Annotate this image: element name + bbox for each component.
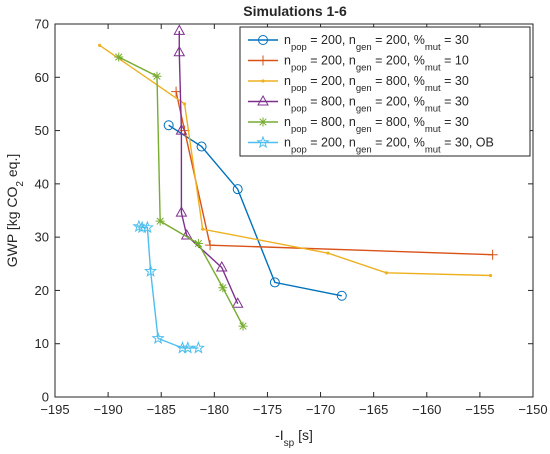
- series-3-point: [326, 251, 330, 255]
- y-tick-label: 50: [35, 123, 49, 138]
- x-tick-label: −185: [147, 402, 176, 417]
- series-3-line: [99, 44, 491, 277]
- series-6-point: [181, 341, 195, 354]
- chart-title: Simulations 1-6: [243, 3, 347, 19]
- legend-label: npop = 800, ngen = 200, %mut = 30: [284, 95, 469, 115]
- legend-item-4: npop = 800, ngen = 200, %mut = 30: [248, 94, 469, 115]
- series-3-point: [384, 271, 389, 275]
- legend-label: npop = 200, ngen = 800, %mut = 30: [284, 74, 469, 94]
- y-tick-label: 60: [35, 70, 49, 85]
- legend-swatch-marker: [258, 55, 268, 66]
- series-3-point: [488, 273, 493, 278]
- x-tick-label: −180: [200, 402, 229, 417]
- series-4-point: [173, 24, 186, 35]
- legend-swatch-marker: [257, 94, 269, 106]
- legend-item-6: npop = 200, ngen = 200, %mut = 30, OB: [248, 135, 494, 156]
- series-4-point: [175, 206, 188, 217]
- series-2-point: [205, 240, 216, 251]
- legend-swatch-marker: [258, 117, 268, 127]
- y-tick-label: 10: [35, 336, 49, 351]
- y-tick-label: 70: [35, 17, 49, 32]
- legend-label: npop = 200, ngen = 200, %mut = 10: [284, 54, 469, 74]
- x-tick-label: −155: [465, 402, 494, 417]
- series-6-point: [151, 331, 165, 345]
- series-3-point: [98, 43, 102, 47]
- x-tick-label: −175: [253, 402, 282, 417]
- legend-item-1: npop = 200, ngen = 200, %mut = 30: [248, 33, 469, 53]
- legend-item-2: npop = 200, ngen = 200, %mut = 10: [248, 54, 469, 74]
- series-1-point: [269, 277, 280, 288]
- x-tick-label: −190: [93, 402, 122, 417]
- x-tick-label: −165: [359, 402, 388, 417]
- series-6-line: [138, 225, 199, 349]
- legend-swatch-marker: [261, 79, 265, 83]
- series-6-point: [144, 264, 158, 277]
- series-5-point: [152, 71, 162, 81]
- series-6-point: [191, 341, 205, 354]
- series-5-point: [218, 283, 228, 293]
- series-5-point: [155, 216, 165, 226]
- x-tick-label: −160: [412, 402, 441, 417]
- legend-box: [239, 26, 531, 157]
- series-3-point: [201, 227, 205, 231]
- series-5-point: [114, 52, 124, 62]
- legend-label: npop = 200, ngen = 200, %mut = 30, OB: [284, 136, 494, 156]
- y-tick-label: 40: [35, 176, 49, 191]
- series-1: [163, 120, 347, 301]
- x-tick-label: −170: [306, 402, 335, 417]
- series-5: [114, 52, 248, 331]
- series-3: [98, 43, 493, 278]
- series-5-line: [118, 56, 244, 327]
- series-1-point: [163, 120, 174, 131]
- series-4-point: [231, 297, 244, 308]
- y-tick-label: 30: [35, 230, 49, 245]
- y-tick-label: 0: [42, 390, 49, 405]
- x-tick-label: −195: [40, 402, 69, 417]
- series-4-line: [178, 30, 239, 305]
- x-axis-title: -Isp [s]: [275, 427, 313, 449]
- series-4: [173, 24, 244, 308]
- series-5-point: [238, 321, 248, 331]
- legend-swatch-marker: [258, 35, 268, 45]
- series-5-point: [193, 239, 203, 249]
- series-1-point: [336, 290, 347, 301]
- legend-item-3: npop = 200, ngen = 800, %mut = 30: [248, 74, 469, 94]
- x-tick-label: −150: [518, 402, 547, 417]
- series-1-point: [196, 141, 207, 152]
- series-3-point: [182, 102, 187, 106]
- legend-item-5: npop = 800, ngen = 800, %mut = 30: [248, 115, 469, 135]
- y-axis-title: GWP [kg CO2 eq.]: [4, 154, 26, 267]
- series-1-point: [232, 184, 243, 195]
- series-6: [132, 219, 205, 354]
- series-4-point: [173, 45, 186, 57]
- series-1-line: [168, 124, 342, 297]
- series-2-point: [171, 86, 182, 97]
- legend-label: npop = 800, ngen = 800, %mut = 30: [284, 115, 469, 135]
- series-2-point: [487, 249, 498, 260]
- series-4-point: [175, 124, 188, 135]
- legend-swatch-marker: [256, 135, 270, 149]
- legend-label: npop = 200, ngen = 200, %mut = 30: [284, 33, 469, 53]
- series-4-point: [215, 260, 228, 272]
- y-tick-label: 20: [35, 283, 49, 298]
- series-6-point: [140, 220, 155, 234]
